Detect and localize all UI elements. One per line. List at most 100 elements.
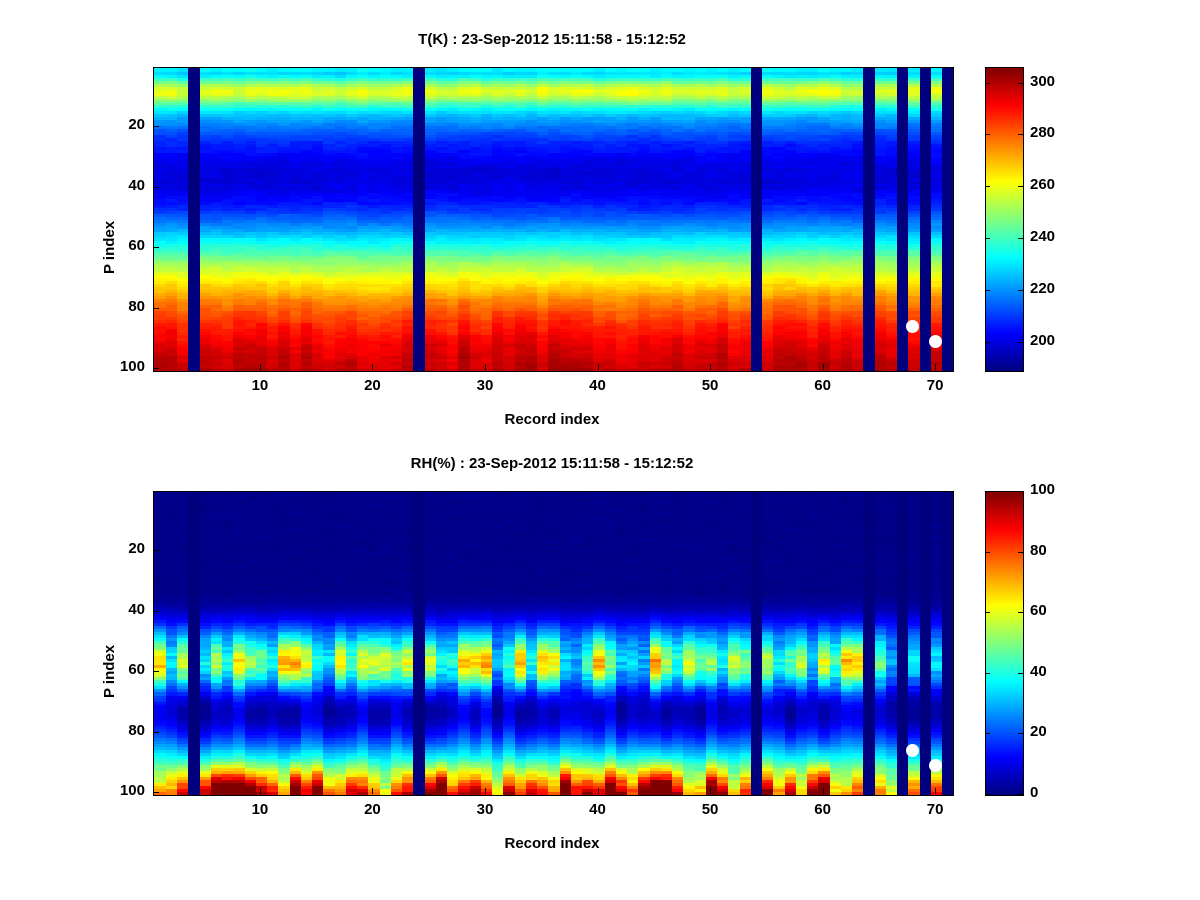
colorbar-tick-mark: [1018, 612, 1023, 614]
x-tick-label: 50: [701, 801, 719, 818]
x-tick-label: 10: [251, 801, 269, 818]
humidity-y-axis-label: P index: [101, 644, 118, 698]
y-tick-mark: [153, 671, 159, 673]
data-point-marker: [928, 758, 942, 772]
colorbar-tick-label: 100: [1030, 481, 1056, 498]
humidity-heatmap-axes[interactable]: [153, 491, 954, 796]
y-tick-label: 80: [128, 297, 145, 315]
y-tick-mark: [153, 307, 159, 309]
y-tick-mark: [153, 610, 159, 612]
y-tick-mark: [153, 247, 159, 249]
colorbar-tick-mark: [1018, 289, 1023, 291]
colorbar-tick-mark: [1018, 134, 1023, 136]
humidity-plot-title: RH(%) : 23-Sep-2012 15:11:58 - 15:12:52: [410, 455, 694, 472]
humidity-colorbar-gradient: [986, 492, 1023, 795]
colorbar-tick-mark: [985, 551, 990, 553]
temperature-plot-title: T(K) : 23-Sep-2012 15:11:58 - 15:12:52: [418, 31, 686, 48]
y-tick-label: 60: [128, 661, 145, 679]
colorbar-tick-label: 300: [1030, 72, 1056, 90]
x-tick-label: 50: [701, 377, 719, 394]
y-tick-label: 60: [128, 237, 145, 255]
humidity-heatmap-canvas[interactable]: [154, 492, 953, 795]
colorbar-tick-mark: [985, 134, 990, 136]
colorbar-tick-mark: [985, 289, 990, 291]
x-tick-label: 30: [476, 801, 494, 818]
colorbar-tick-mark: [1018, 551, 1023, 553]
colorbar-tick-label: 200: [1030, 331, 1056, 349]
colorbar-tick-mark: [1018, 733, 1023, 735]
y-tick-label: 100: [119, 358, 145, 376]
colorbar-tick-label: 20: [1030, 723, 1047, 741]
x-tick-label: 20: [364, 801, 381, 818]
colorbar-tick-mark: [985, 82, 990, 84]
x-tick-label: 30: [476, 377, 494, 394]
temperature-y-axis-label: P index: [101, 220, 118, 274]
temperature-heatmap-canvas[interactable]: [154, 68, 953, 371]
x-tick-mark: [484, 364, 486, 370]
x-tick-mark: [710, 788, 712, 794]
x-tick-mark: [597, 364, 599, 370]
colorbar-tick-label: 220: [1030, 279, 1056, 297]
data-point-marker: [906, 743, 920, 757]
x-tick-label: 70: [926, 377, 944, 394]
x-tick-mark: [710, 364, 712, 370]
humidity-x-axis-label: Record index: [504, 835, 600, 852]
y-tick-mark: [153, 186, 159, 188]
y-tick-label: 20: [128, 540, 145, 558]
colorbar-tick-mark: [1018, 341, 1023, 343]
x-tick-label: 20: [364, 377, 381, 394]
y-tick-label: 20: [128, 116, 145, 134]
colorbar-tick-mark: [1018, 794, 1023, 795]
x-tick-mark: [259, 788, 261, 794]
colorbar-tick-label: 0: [1030, 784, 1039, 801]
colorbar-tick-mark: [985, 612, 990, 614]
x-tick-mark: [259, 364, 261, 370]
x-tick-mark: [372, 364, 374, 370]
data-point-marker: [928, 334, 942, 348]
y-tick-mark: [153, 126, 159, 128]
colorbar-tick-mark: [985, 491, 990, 492]
colorbar-tick-mark: [1018, 82, 1023, 84]
colorbar-tick-mark: [985, 237, 990, 239]
colorbar-tick-mark: [1018, 491, 1023, 492]
x-tick-mark: [822, 788, 824, 794]
x-tick-mark: [935, 788, 937, 794]
colorbar-tick-mark: [985, 672, 990, 674]
temperature-x-axis-label: Record index: [504, 411, 600, 428]
x-tick-mark: [372, 788, 374, 794]
x-tick-mark: [822, 364, 824, 370]
colorbar-tick-mark: [985, 794, 990, 795]
x-tick-mark: [597, 788, 599, 794]
colorbar-tick-label: 40: [1030, 662, 1047, 680]
y-tick-mark: [153, 792, 159, 794]
humidity-colorbar[interactable]: [985, 491, 1024, 796]
x-tick-label: 40: [589, 801, 606, 818]
colorbar-tick-mark: [1018, 237, 1023, 239]
x-tick-label: 10: [251, 377, 269, 394]
colorbar-tick-label: 260: [1030, 176, 1056, 194]
x-tick-label: 70: [926, 801, 944, 818]
y-tick-mark: [153, 550, 159, 552]
colorbar-tick-label: 80: [1030, 541, 1047, 559]
y-tick-label: 80: [128, 721, 145, 739]
colorbar-tick-label: 60: [1030, 602, 1047, 620]
x-tick-mark: [484, 788, 486, 794]
y-tick-mark: [153, 731, 159, 733]
colorbar-tick-label: 240: [1030, 227, 1056, 245]
colorbar-tick-mark: [985, 341, 990, 343]
colorbar-tick-mark: [985, 186, 990, 188]
colorbar-tick-mark: [1018, 672, 1023, 674]
temperature-heatmap-axes[interactable]: [153, 67, 954, 372]
temperature-colorbar[interactable]: [985, 67, 1024, 372]
x-tick-label: 60: [814, 377, 831, 394]
colorbar-tick-label: 280: [1030, 124, 1056, 142]
temperature-colorbar-gradient: [986, 68, 1023, 371]
colorbar-tick-mark: [985, 733, 990, 735]
data-point-marker: [906, 319, 920, 333]
y-tick-mark: [153, 368, 159, 370]
x-tick-label: 40: [589, 377, 606, 394]
x-tick-label: 60: [814, 801, 831, 818]
x-tick-mark: [935, 364, 937, 370]
y-tick-label: 100: [119, 782, 145, 800]
